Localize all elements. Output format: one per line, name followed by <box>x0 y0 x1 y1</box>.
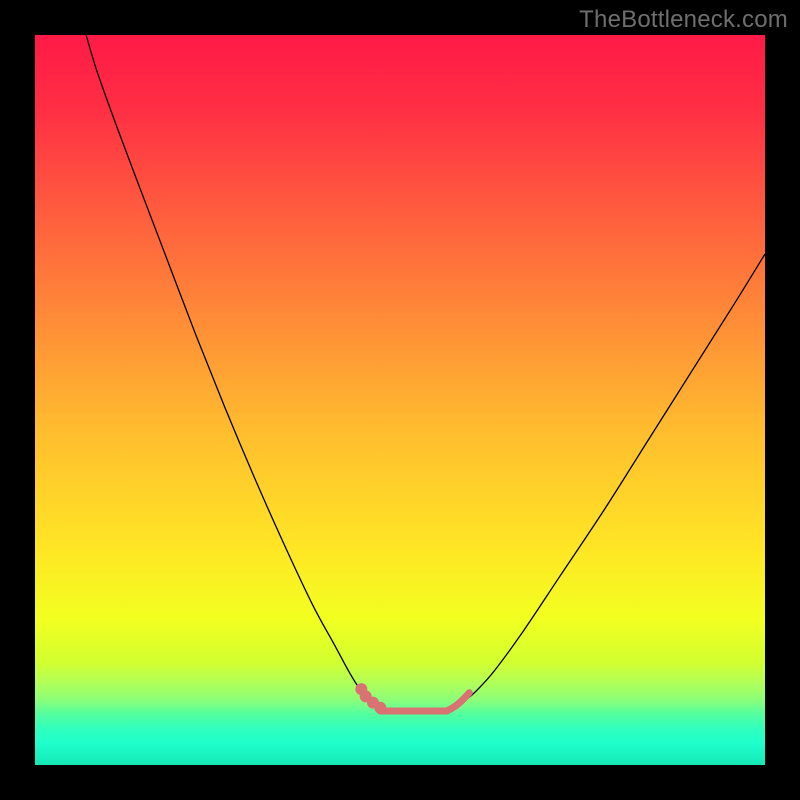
marker-dot <box>374 702 386 714</box>
watermark-text: TheBottleneck.com <box>579 6 788 34</box>
chart-container: TheBottleneck.com <box>0 0 800 800</box>
plot-background <box>35 35 765 765</box>
bottleneck-chart <box>0 0 800 800</box>
